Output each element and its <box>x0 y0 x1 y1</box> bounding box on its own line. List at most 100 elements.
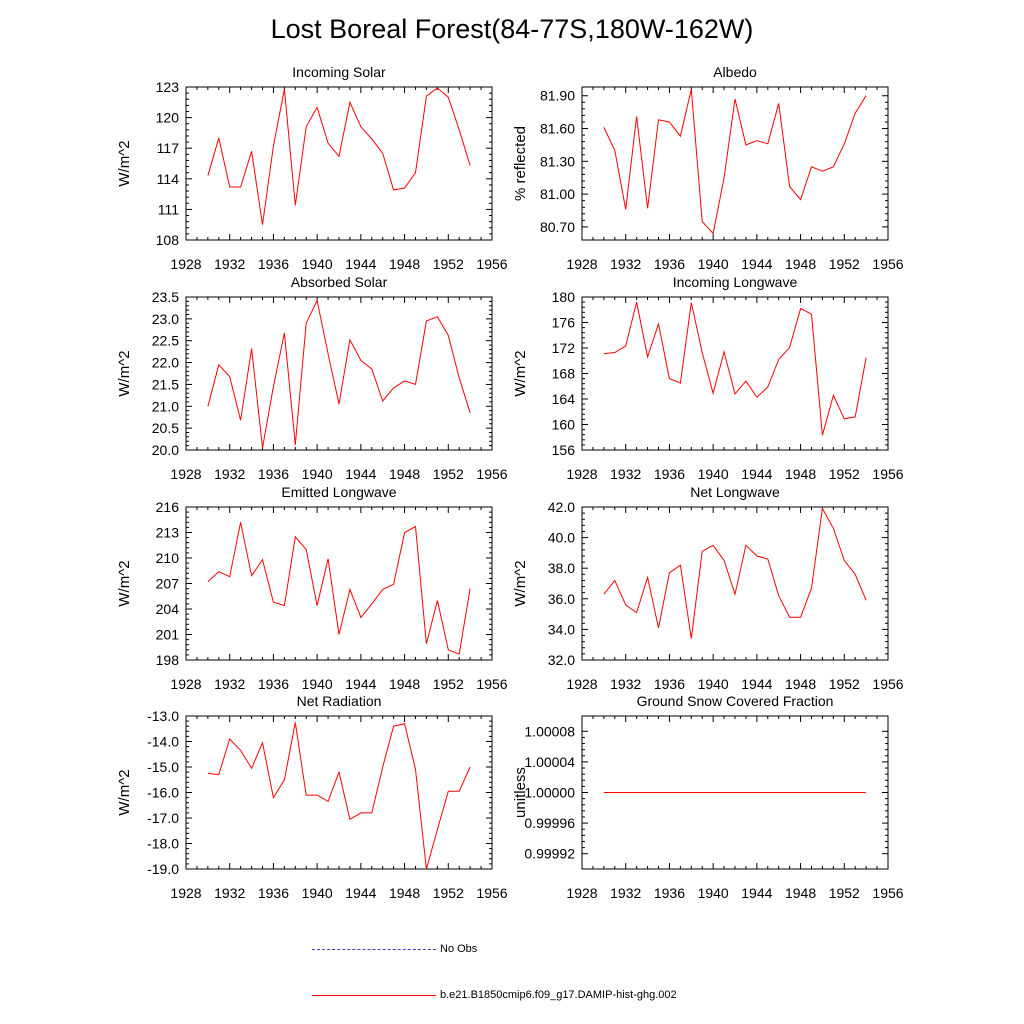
y-tick-label: 20.5 <box>152 420 179 436</box>
x-tick-label: 1956 <box>872 256 903 272</box>
y-tick-label: 156 <box>552 442 576 458</box>
panel-title: Albedo <box>713 64 757 80</box>
series-line-model <box>603 506 867 639</box>
y-tick-label: 164 <box>552 391 576 407</box>
x-tick-label: 1928 <box>566 256 597 272</box>
y-tick-label: 207 <box>156 576 180 592</box>
y-tick-label: 38.0 <box>548 560 575 576</box>
y-tick-label: 81.30 <box>540 153 575 169</box>
x-tick-label: 1928 <box>566 466 597 482</box>
x-tick-label: 1944 <box>345 256 376 272</box>
panel-title: Net Radiation <box>297 693 382 709</box>
panel-4: 1928 1932 1936 1940 1944 1948 1952 1956 156 160 16… <box>512 274 904 482</box>
x-tick-label: 1948 <box>785 885 816 901</box>
y-tick-label: 32.0 <box>548 652 575 668</box>
x-tick-label: 1944 <box>741 885 772 901</box>
panel-3: 1928 1932 1936 1940 1944 1948 1952 1956 20.0 20.5… <box>116 274 508 482</box>
x-tick-label: 1952 <box>829 466 860 482</box>
x-tick-label: 1948 <box>785 676 816 692</box>
y-tick-label: 22.0 <box>152 355 179 371</box>
legend-item-obs: No Obs <box>312 943 477 957</box>
y-axis-label: W/m^2 <box>116 560 133 606</box>
y-axis-label: unitless <box>512 767 529 818</box>
panel-title: Incoming Solar <box>292 64 386 80</box>
y-tick-label: 198 <box>156 652 180 668</box>
y-tick-label: 1.00000 <box>524 785 575 801</box>
x-tick-label: 1928 <box>170 885 201 901</box>
panel-8: 1928 1932 1936 1940 1944 1948 1952 1956 0.99992 0… <box>512 693 904 901</box>
y-tick-label: 81.90 <box>540 88 575 104</box>
x-tick-label: 1932 <box>610 885 641 901</box>
x-tick-label: 1948 <box>389 256 420 272</box>
x-tick-label: 1956 <box>872 466 903 482</box>
legend-label-model: b.e21.B1850cmip6.f09_g17.DAMIP-hist-ghg.… <box>440 989 677 1001</box>
x-tick-label: 1944 <box>345 676 376 692</box>
panel-6: 1928 1932 1936 1940 1944 1948 1952 1956 32.0 34.0… <box>512 484 904 692</box>
x-tick-label: 1944 <box>741 676 772 692</box>
plot-frame <box>185 86 493 241</box>
y-tick-label: 40.0 <box>548 530 575 546</box>
y-tick-label: 210 <box>156 550 180 566</box>
x-tick-label: 1956 <box>476 885 507 901</box>
y-tick-label: 20.0 <box>152 442 179 458</box>
y-tick-label: 21.0 <box>152 398 179 414</box>
x-tick-label: 1928 <box>566 885 597 901</box>
series-line-model <box>603 89 867 235</box>
x-tick-label: 1956 <box>872 676 903 692</box>
x-tick-label: 1952 <box>433 676 464 692</box>
y-tick-label: -13.0 <box>147 708 179 724</box>
y-tick-label: -19.0 <box>147 861 179 877</box>
y-tick-label: 176 <box>552 315 576 331</box>
y-tick-label: 117 <box>157 140 180 156</box>
y-tick-label: 114 <box>157 171 180 187</box>
y-tick-label: 213 <box>156 525 180 541</box>
legend-item-model: b.e21.B1850cmip6.f09_g17.DAMIP-hist-ghg.… <box>312 989 677 1003</box>
y-tick-label: 81.00 <box>540 186 575 202</box>
panel-title: Incoming Longwave <box>673 274 798 290</box>
x-tick-label: 1928 <box>566 676 597 692</box>
x-tick-label: 1932 <box>214 256 245 272</box>
x-tick-label: 1940 <box>698 466 729 482</box>
x-tick-label: 1952 <box>433 466 464 482</box>
x-tick-label: 1944 <box>741 466 772 482</box>
panel-title: Emitted Longwave <box>281 484 396 500</box>
plot-frame <box>581 506 889 661</box>
x-tick-label: 1940 <box>302 676 333 692</box>
plot-frame <box>185 296 493 451</box>
x-tick-label: 1932 <box>214 885 245 901</box>
y-tick-label: 108 <box>156 232 180 248</box>
x-tick-label: 1936 <box>258 885 289 901</box>
y-tick-label: 0.99996 <box>524 815 575 831</box>
y-axis-label: W/m^2 <box>512 560 529 606</box>
figure-title: Lost Boreal Forest(84-77S,180W-162W) <box>270 14 754 44</box>
y-tick-label: 204 <box>156 601 180 617</box>
x-tick-label: 1956 <box>476 256 507 272</box>
y-tick-label: 172 <box>552 340 576 356</box>
x-tick-label: 1940 <box>698 256 729 272</box>
y-tick-label: 22.5 <box>152 333 179 349</box>
x-tick-label: 1936 <box>258 466 289 482</box>
y-tick-label: 111 <box>158 201 179 217</box>
panel-title: Absorbed Solar <box>291 274 388 290</box>
x-tick-label: 1932 <box>610 256 641 272</box>
x-tick-label: 1932 <box>610 676 641 692</box>
y-tick-label: -17.0 <box>147 810 179 826</box>
x-tick-label: 1944 <box>345 885 376 901</box>
x-tick-label: 1932 <box>610 466 641 482</box>
legend-label-obs: No Obs <box>440 943 478 955</box>
x-tick-label: 1936 <box>654 885 685 901</box>
y-tick-label: 168 <box>552 366 576 382</box>
y-tick-label: 201 <box>156 627 180 643</box>
x-tick-label: 1932 <box>214 466 245 482</box>
legend-swatch-obs <box>312 948 436 950</box>
x-tick-label: 1956 <box>476 466 507 482</box>
x-tick-label: 1952 <box>829 885 860 901</box>
x-tick-label: 1948 <box>785 466 816 482</box>
y-tick-label: 34.0 <box>548 621 575 637</box>
plot-frame <box>581 86 889 241</box>
y-tick-label: 123 <box>156 79 180 95</box>
x-tick-label: 1940 <box>302 885 333 901</box>
series-line-model <box>207 298 471 448</box>
y-tick-label: -14.0 <box>147 734 179 750</box>
